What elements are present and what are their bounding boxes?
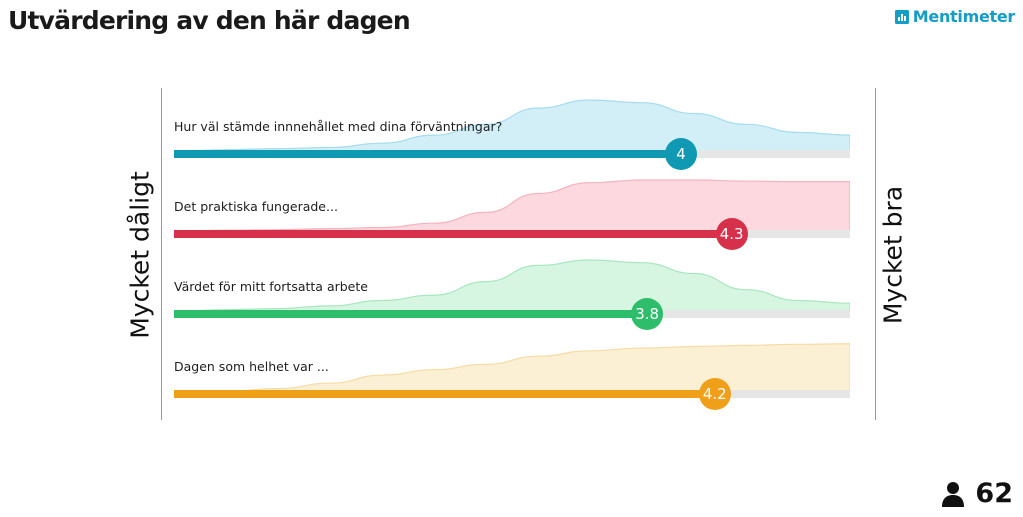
score-track [174,230,850,238]
right-axis-line [875,88,876,420]
question-row: Dagen som helhet var ... 4.2 [174,332,850,412]
brand-name: Mentimeter [912,7,1016,26]
score-fill [174,390,715,398]
question-label: Värdet för mitt fortsatta arbete [174,279,368,294]
scale-max-label: Mycket bra [878,185,908,325]
score-fill [174,230,732,238]
brand-logo: Mentimeter [894,7,1016,26]
participant-count-value: 62 [975,478,1013,509]
score-track [174,390,850,398]
score-value-badge: 3.8 [631,298,664,330]
question-row: Hur väl stämde innnehållet med dina förv… [174,92,850,172]
score-value-badge: 4.2 [698,378,731,410]
question-label: Det praktiska fungerade... [174,199,338,214]
score-fill [174,310,648,318]
person-icon [942,481,965,507]
page-title: Utvärdering av den här dagen [8,6,411,35]
score-track [174,310,850,318]
score-value-badge: 4 [665,138,697,170]
score-fill [174,150,681,158]
question-row: Värdet för mitt fortsatta arbete 3.8 [174,252,850,332]
distribution-area [174,343,850,394]
distribution-area [174,179,850,234]
question-row: Det praktiska fungerade... 4.3 [174,172,850,252]
question-label: Dagen som helhet var ... [174,359,329,374]
left-axis-line [161,88,162,420]
question-label: Hur väl stämde innnehållet med dina förv… [174,119,503,134]
scale-min-label: Mycket dåligt [125,171,155,339]
participant-count: 62 [941,478,1013,509]
score-track [174,150,850,158]
distribution-area [174,259,850,314]
chart-icon [894,9,909,24]
score-value-badge: 4.3 [715,218,748,250]
